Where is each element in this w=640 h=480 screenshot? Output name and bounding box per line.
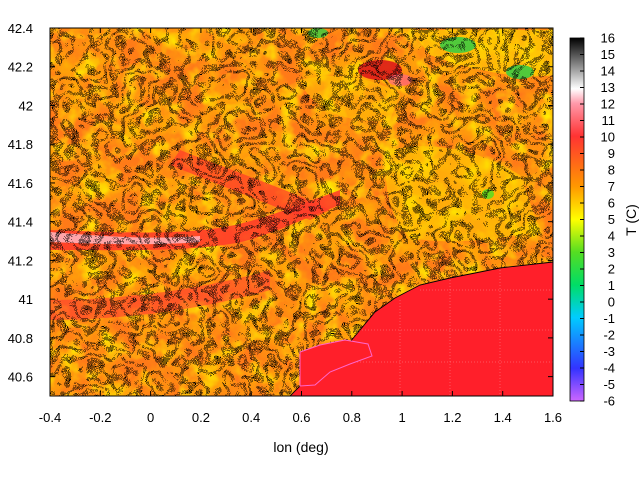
y-tick-label: 41.4 [8,215,33,230]
colorbar-tick-label: 15 [601,47,615,62]
x-tick-label: 0.6 [292,410,310,425]
y-tick-label: 40.8 [8,331,33,346]
y-tick-label: 42.4 [8,21,33,36]
colorbar-tick-label: 13 [601,80,615,95]
x-tick-label: 1.6 [544,410,562,425]
y-tick-label: 42.2 [8,60,33,75]
colorbar-tick-label: 16 [601,31,615,46]
colorbar-tick-label: -4 [603,361,615,376]
colorbar-tick-label: 1 [608,278,615,293]
colorbar-tick-label: 14 [601,64,615,79]
colorbar-tick-label: 12 [601,97,615,112]
x-axis-title: lon (deg) [273,439,328,455]
sea-grid [330,270,553,396]
colorbar-tick-label: 5 [608,212,615,227]
colorbar-tick-label: 10 [601,130,615,145]
x-tick-label: -0.4 [39,410,61,425]
x-tick-label: 0 [147,410,154,425]
x-tick-label: 0.8 [343,410,361,425]
colorbar-tick-label: 4 [608,229,615,244]
x-axis: -0.4 -0.2 0 0.2 0.4 0.6 0.8 1 1.2 1.4 1.6 [39,28,562,425]
x-tick-label: 1.2 [443,410,461,425]
colorbar-tick-label: 2 [608,262,615,277]
colorbar-tick-label: 7 [608,179,615,194]
x-tick-label: 1 [398,410,405,425]
x-tick-label: -0.2 [89,410,111,425]
colorbar-tick-label: -3 [603,344,615,359]
x-tick-label: 0.2 [192,410,210,425]
colorbar-tick-label: 9 [608,146,615,161]
colorbar-tick-label: 8 [608,163,615,178]
colorbar-tick-label: -5 [603,377,615,392]
y-tick-label: 41 [19,292,33,307]
colorbar-tick-label: -1 [603,311,615,326]
y-tick-label: 41.6 [8,176,33,191]
x-tick-label: 1.4 [494,410,512,425]
colorbar-tick-label: 11 [602,113,616,128]
y-tick-label: 42 [19,98,33,113]
x-tick-label: 0.4 [242,410,260,425]
y-axis: 40.6 40.8 41 41.2 41.4 41.6 41.8 42 42.2 42.4 [8,21,553,385]
colorbar-tick-label: 0 [608,295,615,310]
y-tick-label: 41.8 [8,137,33,152]
colorbar-tick-label: 6 [608,196,615,211]
colorbar-tick-label: -2 [603,328,615,343]
y-tick-label: 41.2 [8,253,33,268]
colorbar-tick-label: -6 [603,394,615,409]
colorbar-tick-label: 3 [608,245,615,260]
heatmap-field [50,28,553,396]
colorbar-title: T (C) [623,204,639,236]
y-tick-label: 40.6 [8,370,33,385]
